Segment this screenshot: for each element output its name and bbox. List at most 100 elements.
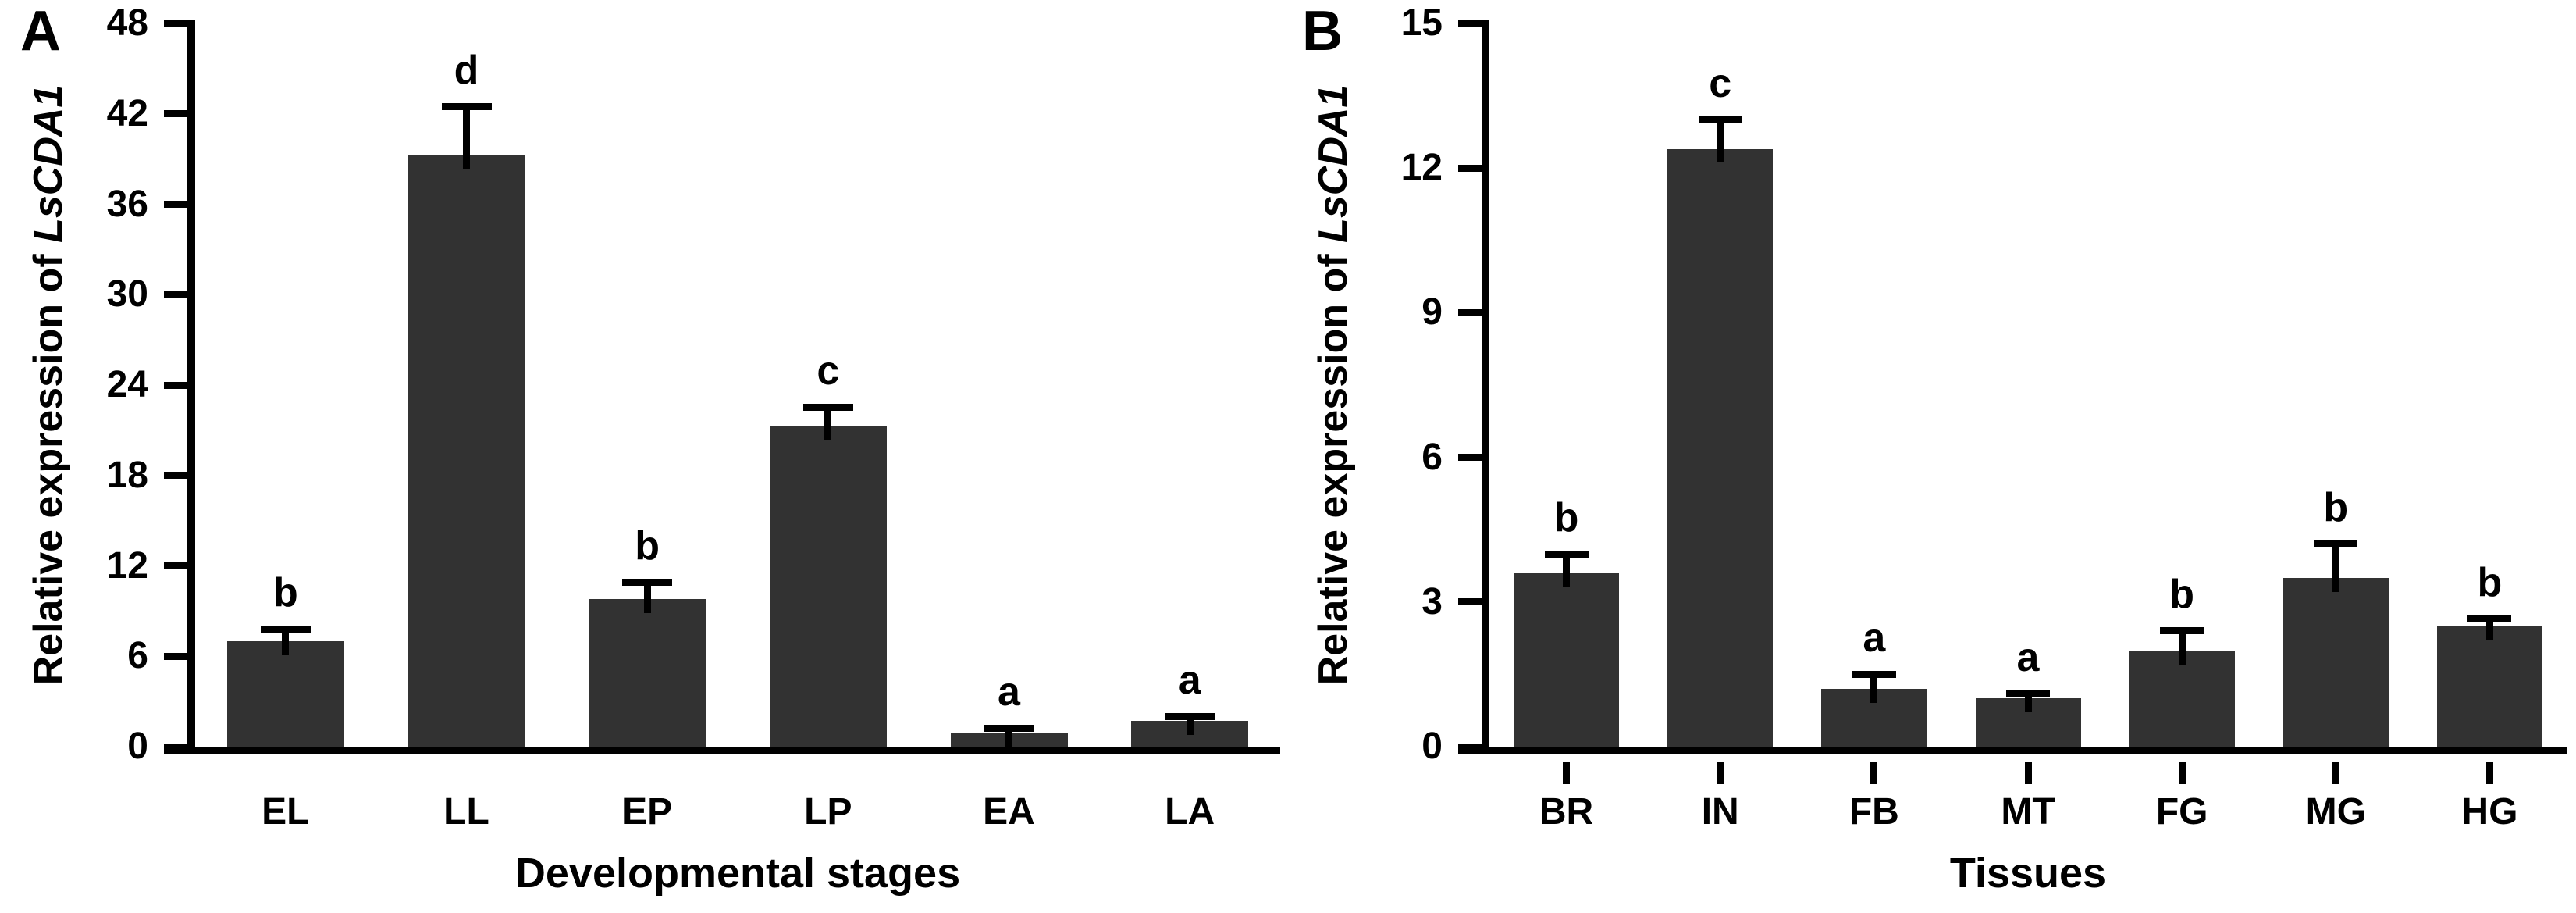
y-axis-tick	[164, 291, 195, 298]
error-bar-cap	[802, 404, 853, 412]
y-tick-label: 9	[1421, 291, 1443, 333]
y-tick-label: 30	[106, 273, 148, 316]
x-category-label-ll: LL	[443, 791, 489, 833]
x-axis-title-b: Tissues	[1949, 850, 2107, 897]
panel-b: B Relative expression of LsCDA1 0 3 6 9 12 15…	[1288, 0, 2576, 913]
error-bar-stem	[824, 407, 832, 440]
x-axis-line	[1458, 747, 2567, 754]
bar-ll	[407, 154, 525, 747]
y-tick-label: 0	[1421, 726, 1443, 767]
error-bar-cap	[1165, 712, 1215, 720]
y-tick-label: 48	[106, 2, 148, 44]
y-tick-label: 3	[1421, 580, 1443, 622]
y-axis-tick	[164, 201, 195, 208]
error-bar-stem	[643, 582, 651, 613]
y-tick-label: 15	[1400, 2, 1443, 44]
y-axis-tick	[1458, 598, 1489, 606]
error-bar-cap	[1852, 670, 1896, 678]
plot-area-b: 0 3 6 9 12 15 b BR c IN a FB a MT b FG b MG b HG	[1288, 0, 2576, 913]
error-bar-cap	[260, 626, 311, 633]
y-tick-label: 12	[1400, 147, 1443, 189]
significance-letter: b	[272, 570, 298, 616]
y-tick-label: 0	[127, 726, 148, 767]
x-category-label-el: EL	[262, 791, 310, 833]
y-axis-tick	[164, 110, 195, 118]
error-bar-cap	[2160, 627, 2204, 635]
error-bar-cap	[2314, 540, 2358, 548]
significance-letter: a	[1178, 657, 1201, 703]
error-bar-stem	[1870, 674, 1878, 703]
error-bar-stem	[1186, 716, 1194, 736]
error-bar-stem	[1563, 554, 1571, 587]
significance-letter: c	[1709, 60, 1732, 106]
error-bar-cap	[1698, 116, 1742, 123]
x-category-label-hg: HG	[2461, 791, 2518, 833]
y-tick-label: 6	[127, 635, 148, 677]
error-bar-cap	[441, 102, 492, 110]
significance-letter: b	[2477, 559, 2503, 605]
y-axis-tick	[1458, 454, 1489, 462]
y-tick-label: 6	[1421, 436, 1443, 478]
y-tick-label: 18	[106, 454, 148, 496]
error-bar-stem	[1717, 119, 1724, 163]
x-category-label-mg: MG	[2305, 791, 2366, 833]
y-axis-tick	[1458, 20, 1489, 27]
significance-letter: b	[635, 523, 660, 569]
y-tick-label: 36	[106, 183, 148, 225]
bar-lp	[769, 426, 887, 747]
y-tick-label: 12	[106, 544, 148, 587]
x-axis-tick	[2485, 762, 2493, 784]
significance-letter: b	[1553, 494, 1579, 540]
significance-letter: d	[454, 47, 479, 93]
bar-mg	[2282, 577, 2389, 747]
significance-letter: b	[2169, 572, 2195, 618]
x-axis-tick	[1717, 762, 1724, 784]
error-bar-cap	[2467, 615, 2512, 622]
x-axis-tick	[1870, 762, 1878, 784]
significance-letter: a	[998, 669, 1020, 715]
error-bar-cap	[622, 579, 673, 587]
x-axis-tick	[2024, 762, 2032, 784]
y-axis-tick	[164, 652, 195, 660]
significance-letter: a	[2016, 634, 2040, 680]
x-axis-line	[164, 747, 1280, 754]
error-bar-stem	[2485, 619, 2493, 640]
error-bar-stem	[1005, 728, 1012, 747]
x-axis-tick	[2178, 762, 2186, 784]
y-axis-tick	[164, 472, 195, 480]
bar-hg	[2436, 626, 2542, 747]
plot-area-a: 0 6 12 18 24 30 36 42 48 b EL d LL b EP c LP a EA a LA	[106, 2, 1280, 833]
y-axis-tick	[164, 562, 195, 569]
error-bar-cap	[1544, 550, 1589, 558]
significance-letter: c	[817, 348, 840, 394]
panel-b-label: B	[1302, 0, 1343, 62]
panel-a-label: A	[20, 0, 61, 62]
x-axis-title-a: Developmental stages	[514, 850, 961, 897]
x-category-label-lp: LP	[804, 791, 852, 833]
error-bar-stem	[2024, 694, 2032, 713]
x-category-label-br: BR	[1539, 791, 1594, 833]
bar-br	[1514, 572, 1620, 747]
error-bar-stem	[2332, 544, 2339, 592]
y-axis-tick	[164, 743, 195, 751]
y-axis-tick	[1458, 308, 1489, 316]
panel-a: A Relative expression of LsCDA1 0 6 12 18 24…	[20, 0, 1280, 897]
x-category-label-ep: EP	[622, 791, 673, 833]
y-tick-label: 24	[106, 364, 148, 405]
bar-in	[1667, 148, 1774, 747]
error-bar-cap	[984, 725, 1034, 733]
x-category-label-fb: FB	[1848, 791, 1899, 833]
x-category-label-ea: EA	[983, 791, 1035, 833]
error-bar-stem	[282, 629, 290, 655]
y-axis-line	[1482, 20, 1489, 754]
bar-ep	[589, 598, 706, 747]
y-axis-tick	[164, 20, 195, 27]
x-category-label-mt: MT	[2001, 791, 2055, 833]
significance-letter: a	[1863, 615, 1886, 661]
bar-el	[226, 640, 344, 747]
x-category-label-fg: FG	[2155, 791, 2208, 833]
bar-fg	[2129, 650, 2235, 747]
significance-letter: b	[2323, 485, 2349, 531]
error-bar-cap	[2006, 690, 2050, 697]
